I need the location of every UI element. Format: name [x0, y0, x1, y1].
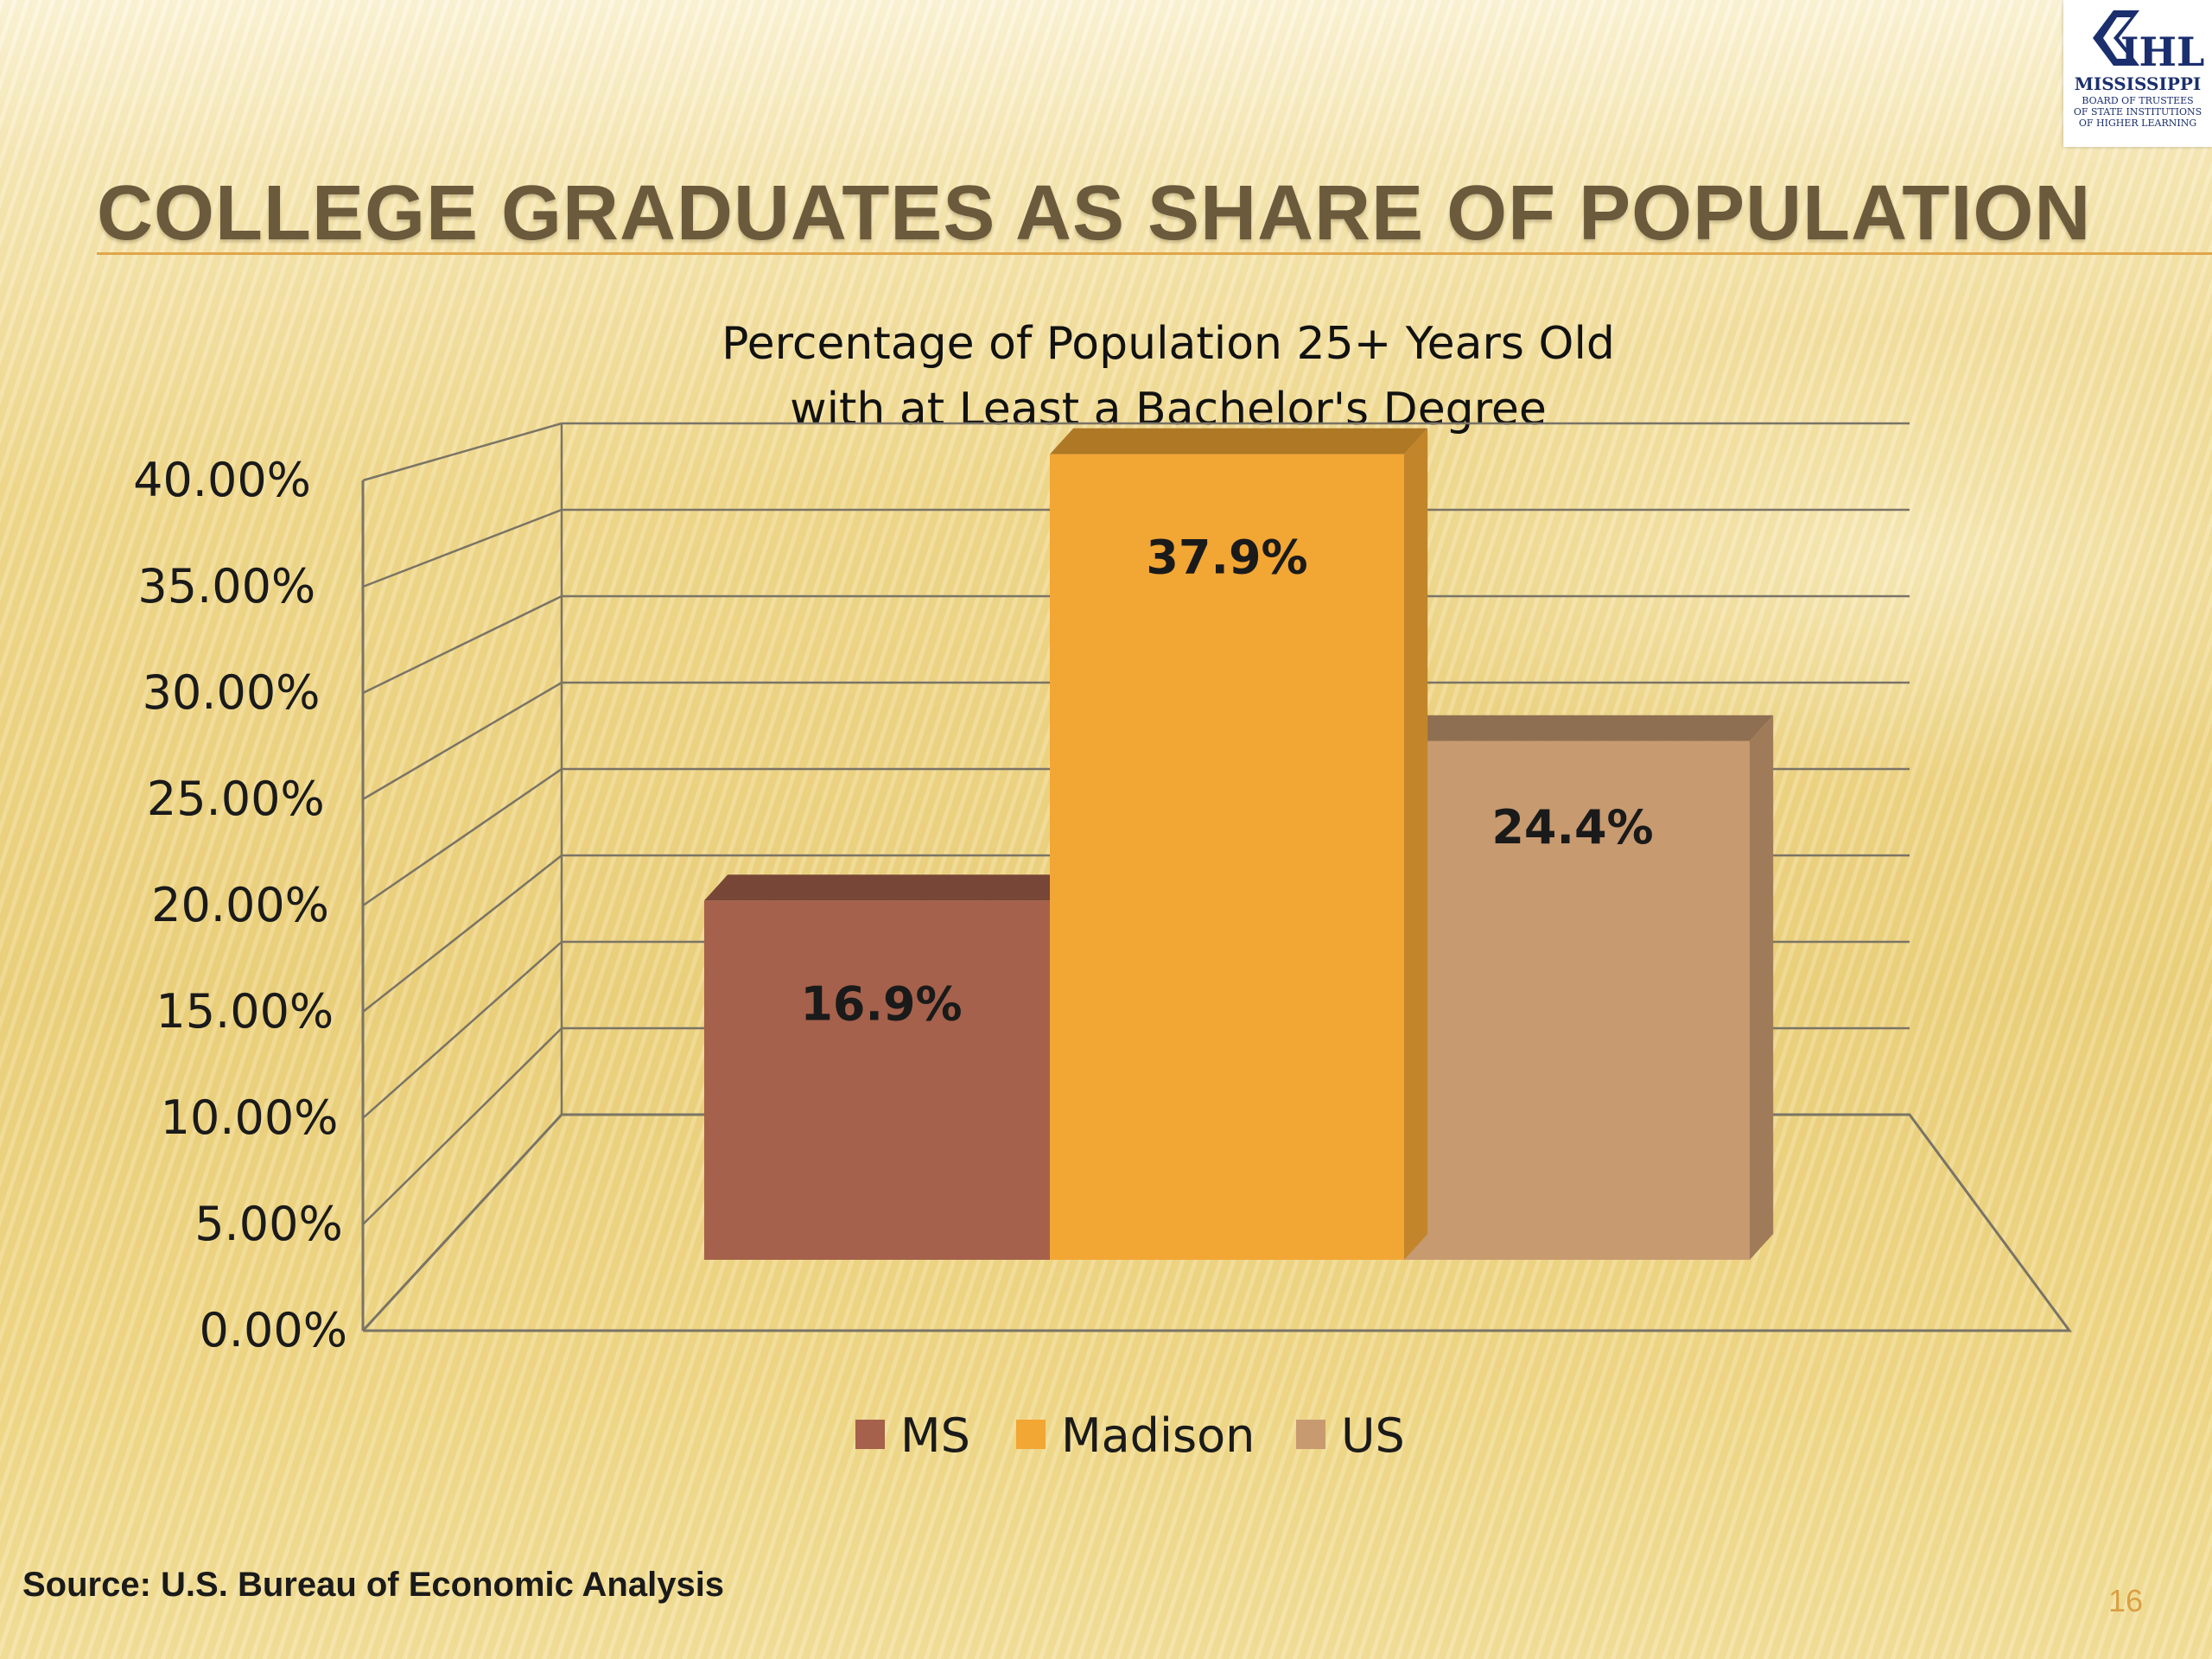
gridline-side — [362, 941, 563, 1119]
svg-text:OF HIGHER LEARNING: OF HIGHER LEARNING — [2079, 118, 2196, 129]
svg-text:MISSISSIPPI: MISSISSIPPI — [2075, 73, 2202, 94]
bar-top-ms — [704, 874, 1083, 901]
chart-title-line: Percentage of Population 25+ Years Old — [721, 318, 1615, 370]
legend-label-ms: MS — [900, 1408, 970, 1463]
data-label-ms: 16.9% — [800, 976, 962, 1031]
chart-floor — [361, 1113, 2072, 1332]
source-note: Source: U.S. Bureau of Economic Analysis — [22, 1566, 725, 1604]
y-tick-label: 20.00% — [151, 878, 329, 932]
y-tick-label: 15.00% — [156, 984, 334, 1039]
legend-label-us: US — [1341, 1408, 1405, 1463]
ihl-logo-mark: IHL MISSISSIPPI BOARD OF TRUSTEES OF STA… — [2074, 10, 2204, 129]
bar-top-us — [1395, 715, 1774, 741]
y-tick-label: 25.00% — [147, 772, 325, 826]
data-label-madison: 37.9% — [1146, 531, 1307, 585]
data-label-us: 24.4% — [1491, 800, 1653, 855]
y-tick-label: 35.00% — [137, 559, 315, 613]
svg-text:OF STATE INSTITUTIONS: OF STATE INSTITUTIONS — [2074, 106, 2202, 118]
bar-side-us — [1750, 715, 1774, 1260]
gridline-side — [362, 594, 563, 695]
bar-top-madison — [1050, 428, 1428, 454]
legend-swatch-us — [1296, 1420, 1325, 1449]
y-tick-label: 10.00% — [161, 1090, 339, 1145]
chart-title: Percentage of Population 25+ Years Old wi… — [721, 318, 1615, 435]
gridline-side — [362, 508, 563, 588]
svg-text:BOARD OF TRUSTEES: BOARD OF TRUSTEES — [2082, 95, 2193, 106]
y-tick-label: 40.00% — [133, 453, 311, 507]
bar-ms — [704, 900, 1058, 1260]
bar-madison — [1050, 454, 1404, 1260]
chart-title-line: with at Least a Bachelor's Degree — [790, 384, 1547, 435]
gridline-side — [362, 855, 563, 1013]
y-axis-tick-labels: 0.00% 5.00% 10.00% 15.00% 20.00% 25.00% 30.00%… — [133, 453, 347, 1357]
svg-text:IHL: IHL — [2120, 29, 2204, 75]
gridline-side — [362, 767, 563, 907]
chart-legend: MS Madison US — [855, 1408, 1405, 1463]
y-tick-label: 5.00% — [194, 1197, 343, 1251]
legend-swatch-madison — [1016, 1420, 1046, 1449]
y-tick-label: 0.00% — [199, 1303, 347, 1357]
chart-axes — [361, 423, 2072, 1332]
bar-us — [1395, 741, 1750, 1260]
title-rule — [97, 252, 2212, 255]
gridline-side — [362, 422, 563, 482]
chart-data-labels: 24.4% 16.9% 37.9% — [800, 531, 1653, 1032]
gridline-side — [362, 681, 563, 801]
chart-bars — [704, 428, 1774, 1260]
legend-label-madison: Madison — [1061, 1408, 1255, 1463]
bar-side-madison — [1404, 428, 1428, 1260]
slide-title: COLLEGE GRADUATES AS SHARE OF POPULATION — [97, 170, 2092, 257]
page-number: 16 — [2108, 1583, 2144, 1618]
y-tick-label: 30.00% — [143, 665, 321, 720]
legend-swatch-ms — [855, 1420, 885, 1449]
ihl-logo: IHL MISSISSIPPI BOARD OF TRUSTEES OF STA… — [2063, 0, 2212, 147]
gridline-side — [362, 1027, 563, 1225]
